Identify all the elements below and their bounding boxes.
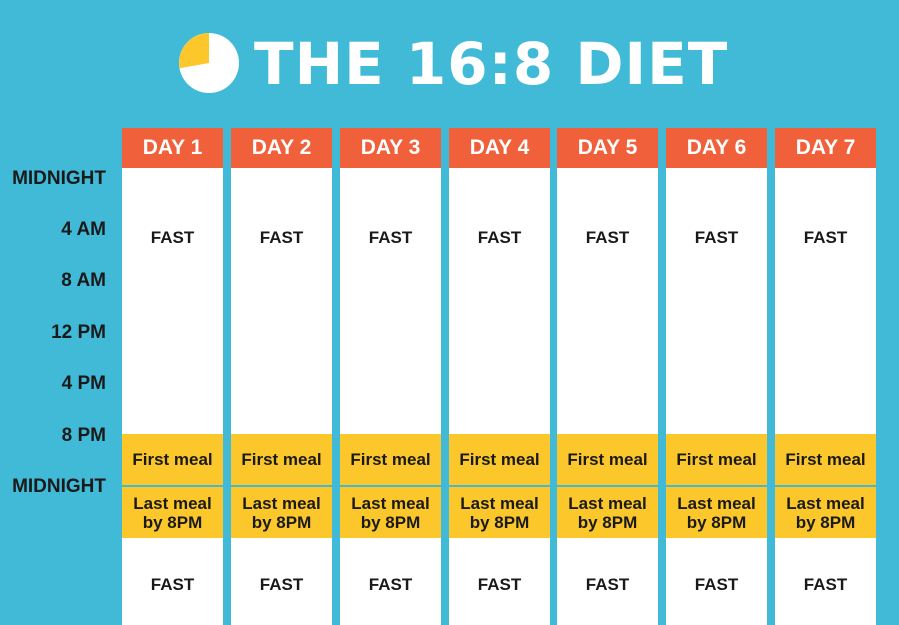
- pie-chart-icon: [179, 33, 239, 93]
- time-label: 12 PM: [51, 322, 106, 343]
- fast-cell: FAST: [122, 538, 223, 625]
- time-label: MIDNIGHT: [12, 476, 106, 497]
- page-title: THE 16:8 DIET: [254, 30, 729, 98]
- time-label: MIDNIGHT: [12, 168, 106, 189]
- title-bar: THE 16:8 DIET: [0, 30, 899, 100]
- fast-cell: FAST: [557, 538, 658, 625]
- day-column: DAY 3 FAST First meal Last meal by 8PM FAST: [340, 128, 441, 625]
- fast-cell: FAST: [340, 538, 441, 625]
- last-meal-cell: Last meal by 8PM: [231, 487, 332, 538]
- first-meal-cell: First meal: [666, 434, 767, 485]
- first-meal-cell: First meal: [775, 434, 876, 485]
- day-column: DAY 2 FAST First meal Last meal by 8PM FAST: [231, 128, 332, 625]
- fast-cell: FAST: [775, 168, 876, 434]
- time-label: 8 AM: [61, 270, 106, 291]
- last-meal-cell: Last meal by 8PM: [775, 487, 876, 538]
- day-column: DAY 4 FAST First meal Last meal by 8PM FAST: [449, 128, 550, 625]
- time-label: 8 PM: [61, 425, 106, 446]
- day-header: DAY 7: [775, 128, 876, 168]
- day-column: DAY 5 FAST First meal Last meal by 8PM FAST: [557, 128, 658, 625]
- day-column: DAY 6 FAST First meal Last meal by 8PM FAST: [666, 128, 767, 625]
- day-header: DAY 1: [122, 128, 223, 168]
- last-meal-cell: Last meal by 8PM: [557, 487, 658, 538]
- first-meal-cell: First meal: [449, 434, 550, 485]
- fast-cell: FAST: [231, 168, 332, 434]
- first-meal-cell: First meal: [557, 434, 658, 485]
- first-meal-cell: First meal: [340, 434, 441, 485]
- fast-cell: FAST: [122, 168, 223, 434]
- day-header: DAY 2: [231, 128, 332, 168]
- fast-cell: FAST: [557, 168, 658, 434]
- last-meal-cell: Last meal by 8PM: [340, 487, 441, 538]
- day-header: DAY 5: [557, 128, 658, 168]
- fast-cell: FAST: [231, 538, 332, 625]
- fast-cell: FAST: [666, 168, 767, 434]
- day-header: DAY 4: [449, 128, 550, 168]
- fast-cell: FAST: [666, 538, 767, 625]
- last-meal-cell: Last meal by 8PM: [449, 487, 550, 538]
- day-column: DAY 1 FAST First meal Last meal by 8PM FAST: [122, 128, 223, 625]
- time-label: 4 PM: [61, 373, 106, 394]
- fast-cell: FAST: [340, 168, 441, 434]
- fast-cell: FAST: [775, 538, 876, 625]
- day-column: DAY 7 FAST First meal Last meal by 8PM FAST: [775, 128, 876, 625]
- first-meal-cell: First meal: [122, 434, 223, 485]
- day-header: DAY 3: [340, 128, 441, 168]
- last-meal-cell: Last meal by 8PM: [666, 487, 767, 538]
- time-label: 4 AM: [61, 219, 106, 240]
- first-meal-cell: First meal: [231, 434, 332, 485]
- fast-cell: FAST: [449, 168, 550, 434]
- fast-cell: FAST: [449, 538, 550, 625]
- day-header: DAY 6: [666, 128, 767, 168]
- last-meal-cell: Last meal by 8PM: [122, 487, 223, 538]
